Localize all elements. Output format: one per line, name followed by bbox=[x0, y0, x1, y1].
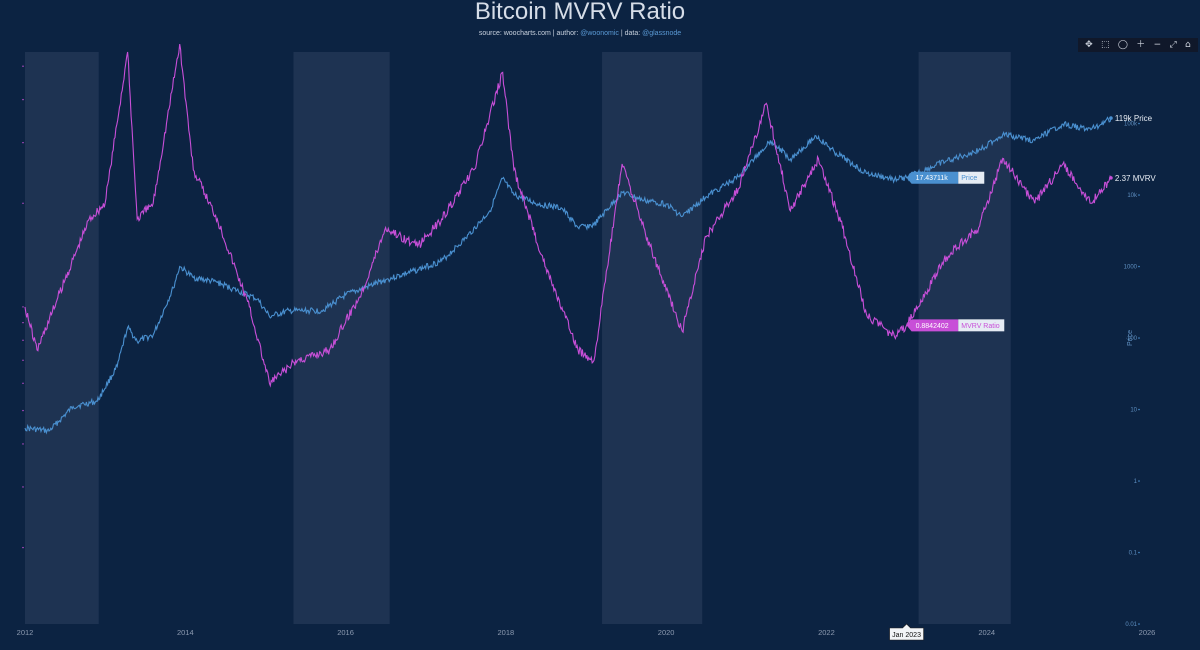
x-tick-2018: 2018 bbox=[498, 628, 515, 637]
x-axis: 2012 2014 2016 2018 2020 2022 2024 2026 bbox=[17, 628, 1156, 637]
ratio-minor-tick bbox=[22, 486, 24, 488]
price-hover-value: 17.43711k bbox=[916, 175, 949, 182]
price-end-marker bbox=[1109, 116, 1113, 120]
price-tick-dot bbox=[1138, 122, 1140, 125]
hover-tooltips: 17.43711k Price 0.8842402 MVRV Ratio Jan 202… bbox=[889, 171, 1005, 641]
series-end-labels: 119k Price 2.37 MVRV bbox=[1109, 114, 1156, 183]
price-tick-1: 1 bbox=[1134, 479, 1138, 485]
price-hover-name: Price bbox=[961, 175, 977, 182]
price-axis-title: Price bbox=[1127, 330, 1134, 346]
price-tick-dot bbox=[1138, 265, 1140, 268]
box-select-icon[interactable]: ⬚ bbox=[1101, 40, 1110, 50]
ratio-hover-value-box bbox=[906, 319, 959, 332]
x-tick-2020: 2020 bbox=[658, 628, 675, 637]
price-tick-0.01: 0.01 bbox=[1125, 622, 1137, 628]
x-hover-label: Jan 2023 bbox=[889, 623, 924, 641]
x-hover-box bbox=[889, 623, 924, 641]
ratio-hover-name: MVRV Ratio bbox=[961, 323, 999, 330]
ratio-minor-tick bbox=[22, 202, 24, 204]
price-tick-dot bbox=[1138, 480, 1140, 482]
price-tick-dot bbox=[1138, 623, 1140, 625]
zoom-in-icon[interactable]: ＋ bbox=[1136, 40, 1146, 50]
mvrv-series-line[interactable] bbox=[24, 44, 1112, 388]
price-end-label: 119k Price bbox=[1115, 114, 1153, 123]
price-tick-100k: 100k bbox=[1124, 122, 1138, 128]
zoom-out-icon[interactable]: − bbox=[1153, 40, 1162, 50]
chart-title: Bitcoin MVRV Ratio bbox=[475, 0, 685, 25]
price-hover-tooltip: 17.43711k Price bbox=[906, 171, 985, 184]
x-hover-text: Jan 2023 bbox=[892, 632, 921, 639]
ratio-minor-tick bbox=[22, 65, 24, 67]
price-tick-10: 10 bbox=[1130, 408, 1137, 414]
shaded-period-0 bbox=[25, 52, 99, 624]
autoscale-icon[interactable]: ⤢ bbox=[1169, 40, 1177, 50]
price-tick-dot bbox=[1138, 194, 1140, 196]
price-tick-1000: 1000 bbox=[1124, 265, 1138, 271]
ratio-minor-tick bbox=[22, 339, 24, 342]
author-link: @woonomic bbox=[580, 30, 619, 37]
price-tick-0.1: 0.1 bbox=[1129, 551, 1138, 557]
reset-axes-icon[interactable]: ⌂ bbox=[1185, 40, 1191, 50]
shaded-periods bbox=[25, 52, 1011, 624]
ratio-minor-tick bbox=[22, 409, 24, 412]
ratio-hover-value: 0.8842402 bbox=[916, 323, 949, 330]
author-prefix: | author: bbox=[551, 30, 580, 37]
ratio-minor-tick bbox=[22, 359, 24, 361]
ratio-minor-tick bbox=[22, 141, 24, 144]
ratio-minor-tick bbox=[22, 546, 24, 549]
price-hover-name-box bbox=[958, 171, 985, 184]
price-tick-dot bbox=[1138, 551, 1140, 554]
mvrv-end-marker bbox=[1109, 176, 1113, 180]
ratio-hover-name-box bbox=[958, 319, 1005, 332]
data-link: @glassnode bbox=[642, 30, 681, 37]
price-hover-value-box bbox=[906, 171, 959, 184]
price-tick-10k: 10k bbox=[1127, 193, 1138, 199]
ratio-minor-tick bbox=[22, 443, 24, 445]
ratio-hover-tooltip: 0.8842402 MVRV Ratio bbox=[906, 319, 1005, 332]
price-tick-dot bbox=[1138, 337, 1140, 339]
x-tick-2026: 2026 bbox=[1139, 628, 1156, 637]
data-prefix: | data: bbox=[619, 30, 642, 37]
source-prefix: source: bbox=[479, 30, 504, 37]
left-axis bbox=[22, 65, 24, 549]
ratio-minor-tick bbox=[22, 98, 24, 101]
ratio-minor-tick bbox=[22, 382, 24, 385]
price-tick-dot bbox=[1138, 408, 1140, 411]
lasso-icon[interactable]: ◯ bbox=[1117, 40, 1128, 50]
right-axis: 0.01 0.1 1 10 100 1000 10k 100k bbox=[1124, 122, 1140, 628]
pan-icon[interactable]: ✥ bbox=[1085, 40, 1093, 50]
ratio-minor-tick bbox=[22, 306, 24, 308]
x-tick-2012: 2012 bbox=[17, 628, 34, 637]
x-tick-2022: 2022 bbox=[818, 628, 835, 637]
mvrv-end-label: 2.37 MVRV bbox=[1115, 174, 1156, 183]
x-tick-2024: 2024 bbox=[978, 628, 995, 637]
price-tick-100: 100 bbox=[1127, 336, 1138, 342]
modebar-toolbar: ✥ ⬚ ◯ ＋ − ⤢ ⌂ bbox=[1078, 38, 1198, 52]
shaded-period-3 bbox=[918, 52, 1011, 624]
shaded-period-2 bbox=[602, 52, 703, 624]
source-site: woocharts.com bbox=[503, 30, 551, 37]
price-series-line[interactable] bbox=[24, 116, 1112, 435]
x-tick-2016: 2016 bbox=[337, 628, 354, 637]
ratio-minor-tick bbox=[22, 321, 24, 324]
shaded-period-1 bbox=[293, 52, 390, 624]
x-tick-2014: 2014 bbox=[177, 628, 194, 637]
chart-subtitle: source: woocharts.com | author: @woonomi… bbox=[479, 30, 681, 37]
